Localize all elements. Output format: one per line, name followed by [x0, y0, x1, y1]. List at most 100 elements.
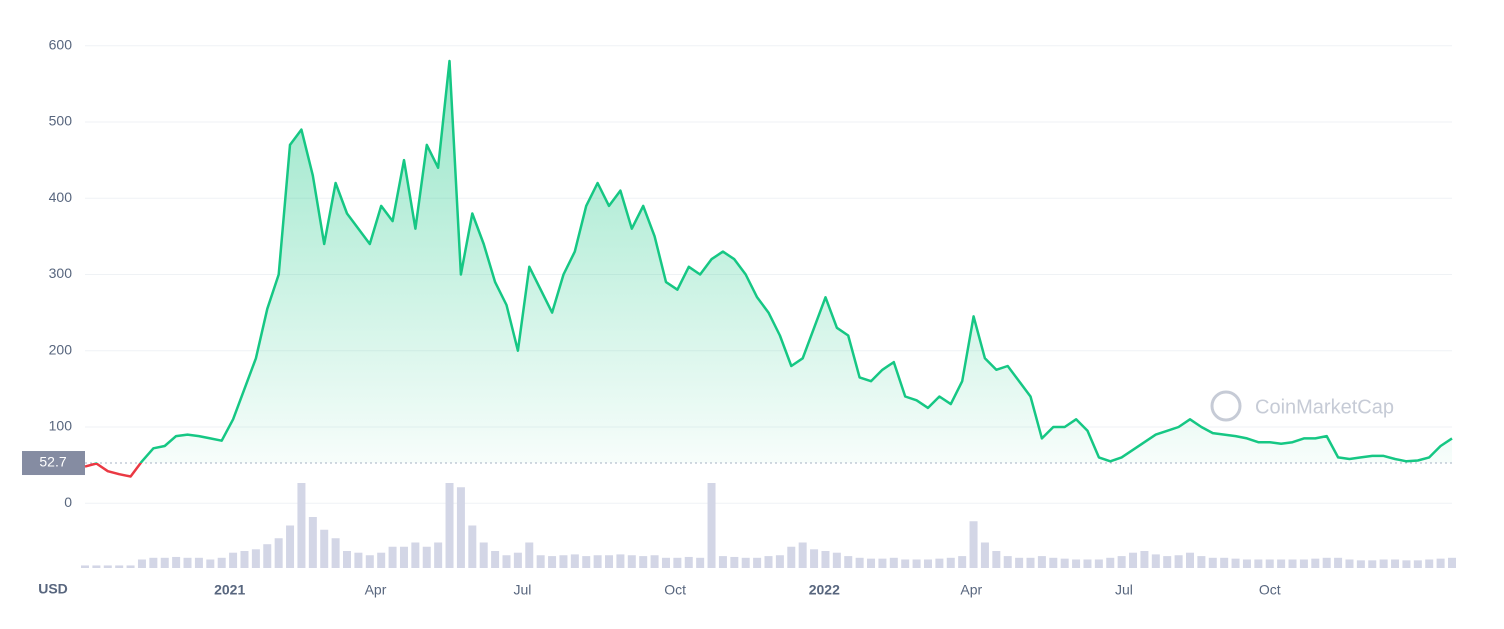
volume-bar	[593, 555, 602, 568]
volume-bar	[434, 542, 443, 568]
volume-bar	[525, 542, 534, 568]
volume-bar	[308, 517, 317, 568]
volume-bar	[183, 557, 192, 568]
volume-bar	[1368, 560, 1377, 568]
volume-bar	[1003, 556, 1012, 568]
volume-bar	[1220, 557, 1229, 568]
volume-bar	[741, 557, 750, 568]
volume-bar	[172, 556, 181, 568]
volume-bar	[388, 546, 397, 568]
volume-bar	[798, 542, 807, 568]
volume-bar	[923, 559, 932, 568]
volume-bar	[696, 557, 705, 568]
y-tick-label: 300	[49, 265, 73, 281]
volume-bar	[354, 552, 363, 568]
x-tick-label: Jul	[1115, 582, 1133, 598]
area	[85, 61, 1452, 464]
volume-bar	[1254, 559, 1263, 568]
volume-bar	[684, 556, 693, 568]
volume-bar	[1015, 557, 1024, 568]
volume-bar	[194, 557, 203, 568]
x-tick-label: Apr	[365, 582, 387, 598]
volume-bar	[422, 546, 431, 568]
volume-bar	[468, 525, 477, 568]
volume-bar	[661, 557, 670, 568]
y-tick-label: 200	[49, 341, 73, 357]
volume-bar	[1026, 557, 1035, 568]
volume-bar	[377, 552, 386, 568]
volume-bar	[912, 559, 921, 568]
volume-bar	[810, 549, 819, 568]
volume-bar	[582, 556, 591, 568]
volume-bar	[730, 556, 739, 568]
volume-bar	[639, 556, 648, 568]
volume-bar	[1299, 559, 1308, 568]
volume-bar	[832, 552, 841, 568]
volume-bar	[673, 557, 682, 568]
volume-bar	[650, 555, 659, 568]
volume-bar	[343, 551, 352, 568]
volume-bar	[149, 557, 158, 568]
volume-bar	[616, 554, 625, 568]
volume-bar	[867, 558, 876, 568]
volume-bar	[548, 556, 557, 568]
volume-bar	[1185, 552, 1194, 568]
volume-bar	[1060, 558, 1069, 568]
volume-bar	[1197, 556, 1206, 568]
x-tick-label: Jul	[513, 582, 531, 598]
volume-bar	[1151, 554, 1160, 568]
volume-bar	[775, 555, 784, 568]
volume-bar	[491, 551, 500, 568]
volume-bar	[764, 556, 773, 568]
volume-bar	[320, 529, 329, 568]
watermark-logo	[1210, 390, 1242, 422]
volume-bar	[1174, 555, 1183, 568]
volume-bar	[605, 555, 614, 568]
x-tick-label: Oct	[1259, 582, 1281, 598]
x-tick-label: 2022	[809, 582, 840, 598]
volume-bar	[92, 565, 101, 568]
y-tick-label: 100	[49, 418, 73, 434]
volume-bar	[1425, 559, 1434, 568]
volume-bar	[1037, 556, 1046, 568]
y-tick-label: 400	[49, 189, 73, 205]
volume-bar	[1208, 557, 1217, 568]
volume-bar	[229, 552, 238, 568]
volume-bar	[935, 558, 944, 568]
volume-bar	[1072, 559, 1081, 568]
volume-bar	[1049, 557, 1058, 568]
volume-bar	[365, 555, 374, 568]
volume-bar	[206, 559, 215, 568]
volume-bar	[1311, 558, 1320, 568]
volume-bar	[1345, 559, 1354, 568]
currency-label: USD	[38, 581, 68, 597]
volume-bar	[297, 483, 306, 568]
volume-bar	[1391, 559, 1400, 568]
volume-bar	[821, 551, 830, 568]
volume-bar	[445, 483, 454, 568]
volume-bar	[1356, 560, 1365, 568]
volume-bar	[502, 555, 511, 568]
volume-bar	[1288, 559, 1297, 568]
volume-bar	[1334, 557, 1343, 568]
baseline-label-bg	[22, 451, 85, 476]
volume-bar	[286, 525, 295, 568]
volume-bar	[1277, 559, 1286, 568]
volume-bar	[115, 565, 124, 568]
x-tick-label: Apr	[960, 582, 982, 598]
volume-bar	[570, 554, 579, 568]
volume-bar	[1140, 551, 1149, 568]
volume-bar	[980, 542, 989, 568]
volume-bar	[217, 557, 226, 568]
volume-bar	[263, 544, 272, 568]
x-tick-label: 2021	[214, 582, 245, 598]
volume-bar	[137, 559, 146, 568]
volume-bar	[1402, 560, 1411, 568]
volume-bar	[331, 538, 340, 568]
volume-bar	[1448, 557, 1456, 568]
volume-bar	[240, 551, 249, 568]
volume-bar	[753, 557, 762, 568]
volume-bar	[126, 565, 135, 568]
volume-bar	[1436, 558, 1445, 568]
